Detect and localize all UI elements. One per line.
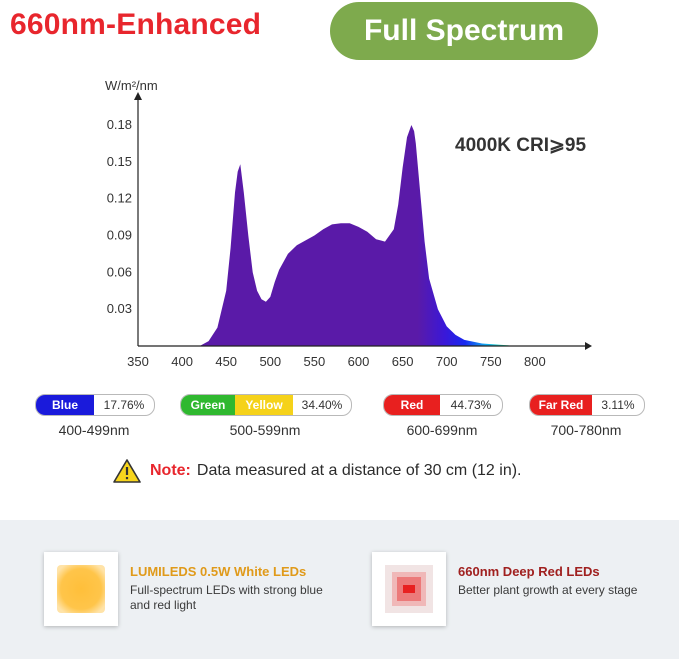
legend-color-segment: Green bbox=[181, 395, 235, 415]
full-spectrum-badge: Full Spectrum bbox=[330, 2, 598, 60]
x-tick-label: 450 bbox=[215, 354, 237, 369]
feature-white-leds: LUMILEDS 0.5W White LEDs Full-spectrum L… bbox=[44, 552, 330, 626]
x-tick-label: 750 bbox=[480, 354, 502, 369]
warning-icon bbox=[113, 459, 141, 483]
white-led-chip-image bbox=[44, 552, 118, 626]
spectrum-chart: 350 400 450 500 550 600 650 700 750 800 0.03 0.06 0.… bbox=[105, 78, 592, 369]
legend-pill: Green Yellow 34.40% bbox=[180, 394, 352, 416]
legend-percentage: 3.11% bbox=[601, 398, 635, 412]
y-tick-label: 0.15 bbox=[107, 154, 132, 169]
x-tick-label: 700 bbox=[436, 354, 458, 369]
x-tick-label: 400 bbox=[171, 354, 193, 369]
note-text: Data measured at a distance of 30 cm (12… bbox=[196, 462, 522, 479]
legend-color-segment: Red bbox=[384, 395, 440, 415]
page-title: 660nm-Enhanced bbox=[10, 8, 262, 41]
legend-color-segment: Far Red bbox=[530, 395, 592, 415]
red-led-chip-image bbox=[372, 552, 446, 626]
x-tick-label: 800 bbox=[524, 354, 546, 369]
x-axis-arrow bbox=[585, 342, 592, 350]
legend-pill: Red 44.73% bbox=[383, 394, 503, 416]
y-tick-label: 0.12 bbox=[107, 191, 132, 206]
legend-percentage: 17.76% bbox=[103, 398, 145, 412]
legend-color-segment: Yellow bbox=[235, 395, 293, 415]
x-tick-label: 500 bbox=[259, 354, 281, 369]
feature-description: Better plant growth at every stage bbox=[458, 583, 638, 597]
legend-color-segment: Blue bbox=[36, 395, 94, 415]
x-tick-label: 650 bbox=[392, 354, 414, 369]
y-axis-arrow bbox=[134, 92, 142, 100]
feature-deep-red-leds: 660nm Deep Red LEDs Better plant growth … bbox=[372, 552, 658, 626]
y-tick-label: 0.03 bbox=[107, 301, 132, 316]
y-tick-label: 0.18 bbox=[107, 117, 132, 132]
legend-wavelength-range: 400-499nm bbox=[58, 422, 130, 438]
feature-title: LUMILEDS 0.5W White LEDs bbox=[130, 564, 307, 579]
spectrum-area bbox=[199, 125, 518, 346]
y-axis-unit-label: W/m²/nm bbox=[105, 78, 158, 93]
feature-description: Full-spectrum LEDs with strong blue and … bbox=[130, 583, 323, 612]
x-tick-label: 550 bbox=[304, 354, 326, 369]
legend-wavelength-range: 700-780nm bbox=[550, 422, 622, 438]
color-ratio-legend: Blue 17.76% 400-499nm Green Yellow 34.40% 500-… bbox=[0, 394, 679, 454]
x-tick-label: 350 bbox=[127, 354, 149, 369]
y-tick-label: 0.06 bbox=[107, 264, 132, 279]
legend-pill: Far Red 3.11% bbox=[529, 394, 645, 416]
measurement-note: Note: Data measured at a distance of 30 … bbox=[112, 458, 522, 484]
legend-percentage: 44.73% bbox=[450, 398, 492, 412]
cct-cri-annotation: 4000K CRI⩾95 bbox=[455, 135, 586, 156]
legend-wavelength-range: 600-699nm bbox=[406, 422, 478, 438]
legend-pill: Blue 17.76% bbox=[35, 394, 155, 416]
x-tick-label: 600 bbox=[348, 354, 370, 369]
note-label: Note: bbox=[150, 462, 191, 479]
legend-wavelength-range: 500-599nm bbox=[229, 422, 301, 438]
legend-percentage: 34.40% bbox=[301, 398, 343, 412]
y-tick-label: 0.09 bbox=[107, 227, 132, 242]
feature-title: 660nm Deep Red LEDs bbox=[458, 564, 600, 579]
led-features-panel: LUMILEDS 0.5W White LEDs Full-spectrum L… bbox=[0, 520, 679, 659]
